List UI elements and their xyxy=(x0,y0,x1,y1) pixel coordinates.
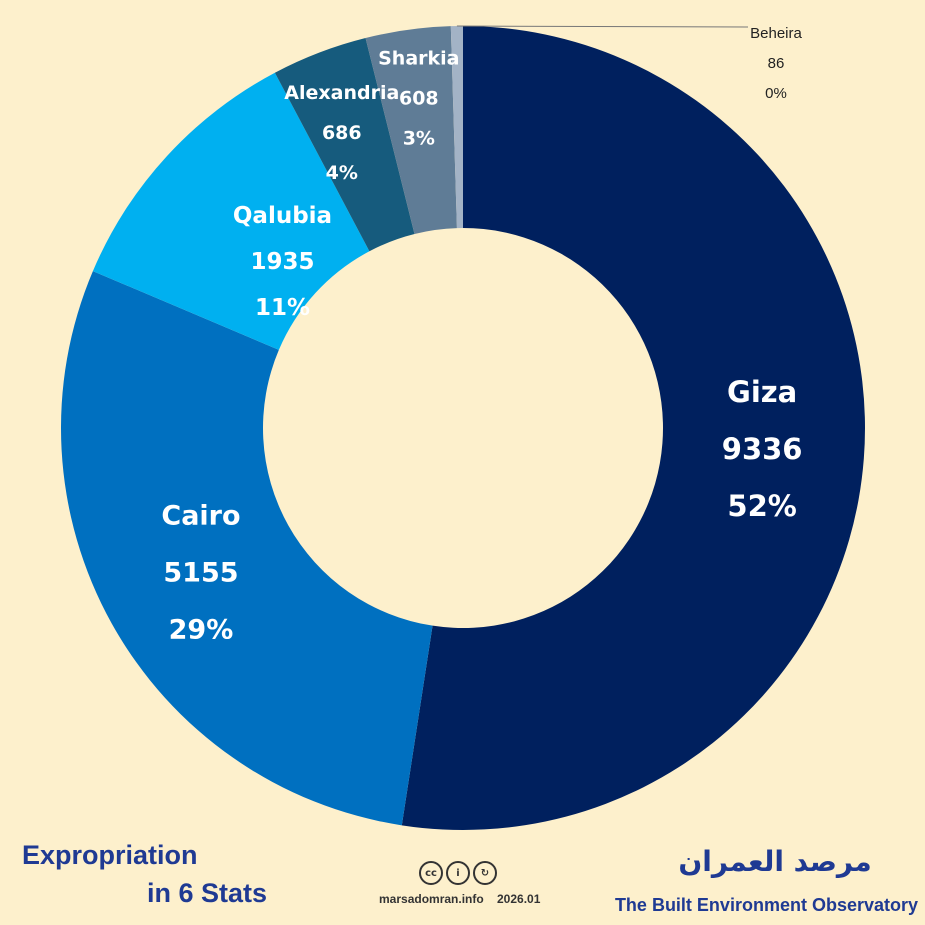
slice-alexandria xyxy=(274,37,415,252)
org-name-english: The Built Environment Observatory xyxy=(614,895,918,915)
slice-beheira xyxy=(450,26,463,229)
org-name-arabic: مرصد العمران xyxy=(678,845,872,878)
cc-icon: cc xyxy=(419,861,443,885)
by-person-icon: i xyxy=(446,861,470,885)
callout-line-beheira xyxy=(456,25,749,28)
chart-title-line-2: in 6 Stats xyxy=(147,878,268,908)
donut-labels: Giza 9336 52% Cairo 5155 29% Qalubia 1935 11% Ale… xyxy=(161,25,802,646)
slice-label-cairo-value: 5155 xyxy=(163,558,238,589)
share-alike-icon: ↻ xyxy=(473,861,497,885)
slice-label-beheira-percent: 0% xyxy=(765,85,787,102)
chart-title-line-1: Expropriation xyxy=(22,840,198,870)
slice-label-beheira-name: Beheira xyxy=(750,25,802,42)
slice-label-qalubia-percent: 11% xyxy=(255,295,310,321)
slice-label-alexandria-percent: 4% xyxy=(326,162,358,184)
slice-label-cairo-percent: 29% xyxy=(169,615,234,646)
slice-label-sharkia-value: 608 xyxy=(399,88,439,110)
slice-label-beheira-value: 86 xyxy=(768,55,785,72)
slice-giza xyxy=(401,26,866,830)
site-url: marsadomran.info xyxy=(379,892,484,906)
slice-label-giza-name: Giza xyxy=(727,375,797,409)
donut-slices xyxy=(60,26,866,830)
slice-label-sharkia-percent: 3% xyxy=(403,128,435,150)
slice-qalubia xyxy=(92,72,370,350)
slice-label-sharkia-name: Sharkia xyxy=(378,48,459,70)
publish-date: 2026.01 xyxy=(497,892,541,906)
slice-label-qalubia-name: Qalubia xyxy=(233,203,332,229)
license-icons: cc i ↻ xyxy=(419,861,497,885)
slice-label-alexandria-name: Alexandria xyxy=(284,82,399,104)
slice-label-qalubia-value: 1935 xyxy=(250,249,314,275)
slice-label-cairo-name: Cairo xyxy=(161,501,240,532)
slice-sharkia xyxy=(365,26,457,234)
slice-cairo xyxy=(60,271,433,826)
slice-label-giza-value: 9336 xyxy=(722,432,803,466)
slice-label-giza-percent: 52% xyxy=(727,489,796,523)
slice-label-alexandria-value: 686 xyxy=(322,122,362,144)
